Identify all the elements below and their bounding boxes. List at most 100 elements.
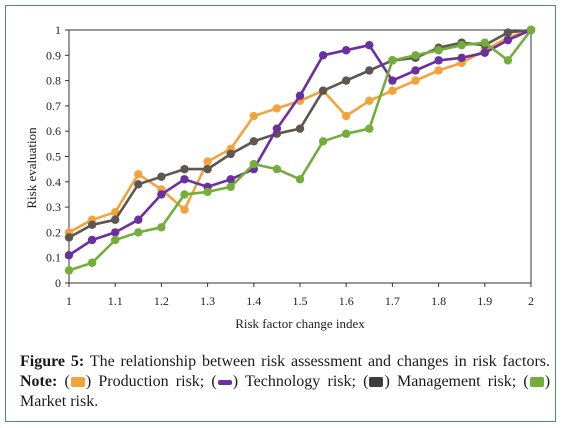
market-risk-point xyxy=(295,175,305,184)
management-risk-point xyxy=(249,137,258,146)
y-tick-label: 0.3 xyxy=(46,200,61,214)
management-risk-point xyxy=(342,76,351,85)
market-risk-point xyxy=(365,124,374,133)
technology-risk-point xyxy=(434,56,443,65)
technology-risk-point xyxy=(388,76,397,85)
management-risk-point xyxy=(87,220,97,230)
line-chart: 0 0.1 0.2 0.3 0.4 0.5 0.6 0.7 0.8 0.9 1 1 1.1 1.2 1.3 1… xyxy=(24,23,536,331)
market-risk-point xyxy=(157,223,166,232)
technology-risk-point xyxy=(87,235,97,245)
management-risk-point xyxy=(365,66,374,75)
y-tick-label: 0.7 xyxy=(46,99,61,113)
figure-caption: Figure 5: The relationship between risk … xyxy=(20,353,551,410)
market-risk-point xyxy=(503,56,513,65)
management-risk-point xyxy=(318,86,328,95)
caption-item-management: Management risk; xyxy=(397,373,517,390)
technology-risk-point xyxy=(111,228,120,237)
caption-note-label: Note: xyxy=(20,373,58,390)
x-axis-label: Risk factor change index xyxy=(235,316,365,331)
x-tick-label: 1.8 xyxy=(431,294,446,308)
production-risk-point xyxy=(365,96,374,106)
y-tick-label: 0.9 xyxy=(46,48,61,62)
production-risk-point xyxy=(180,205,189,214)
market-risk-point xyxy=(180,190,189,199)
market-risk-point xyxy=(111,235,120,245)
figure-panel: 0 0.1 0.2 0.3 0.4 0.5 0.6 0.7 0.8 0.9 1 1 1.1 1.2 1.3 1… xyxy=(5,5,556,422)
production-risk-point xyxy=(388,86,397,95)
technology-risk-point xyxy=(226,175,235,184)
caption-text: The relationship between risk assessment… xyxy=(84,353,551,370)
x-tick-label: 1.9 xyxy=(477,294,492,308)
market-risk-series xyxy=(64,25,536,275)
market-risk-point xyxy=(457,40,466,50)
y-tick-label: 0 xyxy=(55,276,61,290)
market-risk-point xyxy=(272,164,282,174)
x-tick-label: 1.4 xyxy=(246,294,261,308)
x-tick-label: 1.6 xyxy=(339,294,354,308)
plot-frame xyxy=(68,29,532,284)
y-tick-label: 0.1 xyxy=(46,251,61,265)
production-risk-point xyxy=(411,76,420,85)
production-risk-point xyxy=(134,170,143,179)
management-risk-point xyxy=(134,180,143,189)
technology-risk-point xyxy=(180,175,189,184)
management-risk-point xyxy=(503,28,513,37)
technology-risk-point xyxy=(411,66,420,75)
technology-risk-point xyxy=(342,46,351,55)
technology-risk-swatch xyxy=(217,379,232,385)
management-risk-point xyxy=(203,164,212,174)
technology-risk-point xyxy=(295,91,305,100)
management-risk-point xyxy=(295,124,305,133)
caption-item-market: Market risk. xyxy=(20,393,99,410)
market-risk-point xyxy=(342,129,351,138)
market-risk-point xyxy=(87,258,97,267)
management-risk-point xyxy=(111,215,120,224)
y-tick-label: 0.2 xyxy=(46,225,61,239)
market-risk-point xyxy=(64,266,74,275)
x-tick-label: 1.1 xyxy=(108,294,123,308)
x-tick-label: 1.3 xyxy=(200,294,215,308)
production-risk-point xyxy=(434,66,443,75)
market-risk-point xyxy=(203,187,212,197)
market-risk-point xyxy=(526,25,536,35)
y-tick-label: 0.5 xyxy=(46,150,61,164)
management-risk-point xyxy=(180,164,189,174)
management-risk-point xyxy=(64,233,74,242)
y-tick-label: 1 xyxy=(55,23,61,37)
market-risk-swatch xyxy=(529,377,544,388)
technology-risk-point xyxy=(365,40,374,50)
x-tick-label: 2 xyxy=(528,294,534,308)
x-tick-label: 1.2 xyxy=(154,294,169,308)
market-risk-point xyxy=(318,137,328,146)
market-risk-point xyxy=(411,51,420,60)
production-risk-point xyxy=(203,157,212,166)
market-risk-point xyxy=(434,46,443,55)
caption-label: Figure 5: xyxy=(20,353,85,370)
technology-risk-point xyxy=(503,35,513,45)
management-risk-swatch xyxy=(369,377,384,388)
technology-risk-point xyxy=(64,250,74,260)
production-risk-swatch xyxy=(70,377,85,388)
technology-risk-point xyxy=(272,124,282,133)
technology-risk-point xyxy=(134,215,143,224)
market-risk-point xyxy=(480,38,489,47)
technology-risk-point xyxy=(480,48,489,57)
y-axis-label: Risk evaluation xyxy=(24,127,39,209)
market-risk-point xyxy=(226,182,235,192)
y-tick-label: 0.4 xyxy=(46,175,61,189)
technology-risk-point xyxy=(157,190,166,199)
technology-risk-point xyxy=(457,53,466,63)
management-risk-point xyxy=(157,172,166,181)
caption-item-technology: Technology risk; xyxy=(245,373,356,390)
x-tick-label: 1.7 xyxy=(385,294,400,308)
chart-axes: 0 0.1 0.2 0.3 0.4 0.5 0.6 0.7 0.8 0.9 1 1 1.1 1.2 1.3 1… xyxy=(46,23,534,308)
x-tick-label: 1 xyxy=(66,294,72,308)
production-risk-point xyxy=(249,111,258,121)
market-risk-point xyxy=(388,56,397,65)
chart-series xyxy=(64,25,536,275)
market-risk-point xyxy=(134,228,143,237)
caption-item-production: Production risk; xyxy=(98,373,205,390)
market-risk-point xyxy=(249,159,258,169)
production-risk-point xyxy=(342,111,351,121)
y-tick-label: 0.6 xyxy=(46,124,61,138)
